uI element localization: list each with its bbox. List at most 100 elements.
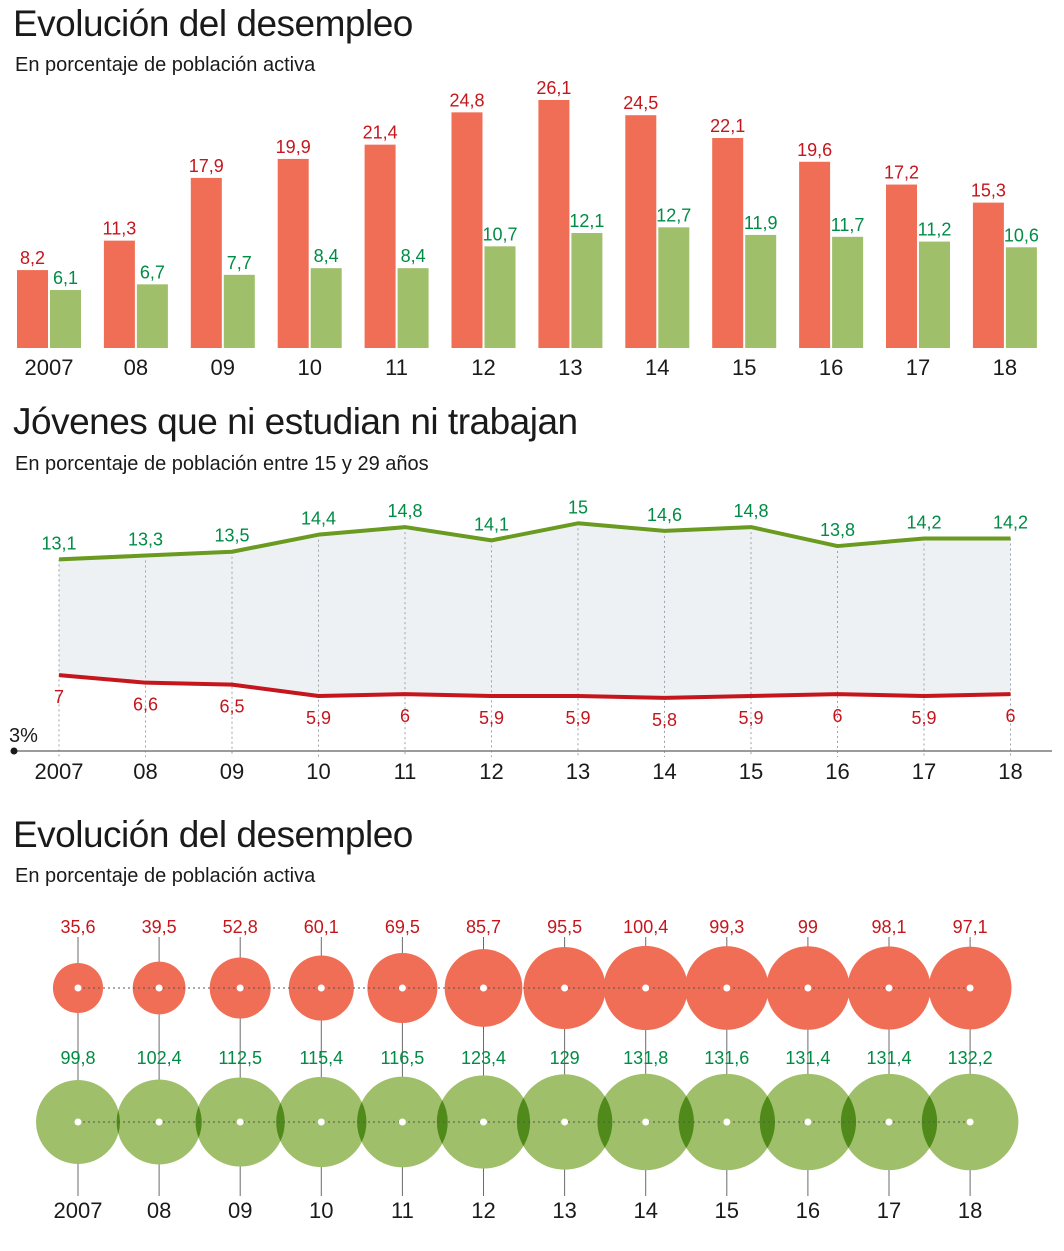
x-tick-label-14: 14 [633, 1198, 657, 1223]
green-bar-label-11: 8,4 [401, 246, 426, 266]
red-bubble-center-dot-12 [480, 984, 487, 992]
red-bar-09 [190, 177, 222, 348]
red-bubble-center-dot-13 [561, 984, 569, 992]
unemployment-bubble-chart: 35,6 39,5 52,8 60,1 69,5 85,7 95,5 100,4 99,3 99 9… [36, 917, 1019, 1223]
green-bar-label-14: 12,7 [656, 205, 691, 225]
green-bubble-label-2007: 99,8 [60, 1048, 95, 1068]
x-tick-label-15: 15 [732, 355, 756, 380]
red-line-label-15: 5,9 [738, 708, 763, 728]
red-line-label-14: 5,8 [652, 710, 677, 730]
red-bar-16 [799, 161, 831, 348]
red-bar-label-14: 24,5 [623, 93, 658, 113]
green-bar-11 [397, 268, 429, 348]
x-tick-label-16: 16 [796, 1198, 820, 1223]
x-tick-label-13: 13 [552, 1198, 576, 1223]
red-bubble-center-dot-17 [885, 984, 893, 992]
chart1-title: Evolución del desempleo [13, 3, 413, 44]
green-bar-label-2007: 6,1 [53, 268, 78, 288]
green-bubble-overlap-10 [357, 1101, 367, 1143]
green-line-label-15: 14,8 [733, 501, 768, 521]
green-bar-label-17: 11,2 [918, 220, 952, 240]
x-tick-label-08: 08 [147, 1198, 171, 1223]
green-line-label-14: 14,6 [647, 505, 682, 525]
green-line-label-16: 13,8 [820, 520, 855, 540]
green-bar-13 [571, 233, 603, 348]
red-bubble-center-dot-11 [398, 984, 406, 992]
green-bar-2007 [50, 290, 81, 348]
green-bar-10 [310, 268, 342, 348]
red-bubble-center-dot-10 [317, 984, 325, 992]
green-bubble-center-dot-2007 [74, 1118, 82, 1126]
x-tick-label-15: 15 [739, 759, 763, 784]
x-tick-label-18: 18 [993, 355, 1017, 380]
red-bar-17 [886, 184, 917, 348]
x-tick-label-16: 16 [825, 759, 849, 784]
red-bubble-label-14: 100,4 [623, 917, 668, 937]
green-bar-label-09: 7,7 [227, 253, 252, 273]
x-tick-label-08: 08 [124, 355, 148, 380]
green-bubble-label-15: 131,6 [704, 1048, 749, 1068]
green-bar-16 [832, 236, 864, 348]
red-bubble-label-17: 98,1 [871, 917, 906, 937]
green-bubble-label-14: 131,8 [623, 1048, 668, 1068]
red-bar-label-09: 17,9 [189, 156, 224, 176]
green-bubble-label-18: 132,2 [948, 1048, 993, 1068]
red-line [58, 673, 1011, 700]
red-bubble-label-08: 39,5 [142, 917, 177, 937]
x-tick-label-09: 09 [228, 1198, 252, 1223]
youth-neet-line-chart: 3% 13,1 7 2007 13,3 6,6 08 13,5 6,5 09 14,4 5,9 10 14… [9, 497, 1052, 784]
axis-origin-dot [10, 747, 18, 755]
red-line-label-09: 6,5 [219, 697, 244, 717]
x-tick-label-08: 08 [133, 759, 157, 784]
green-bar-label-18: 10,6 [1004, 225, 1039, 245]
red-bar-label-17: 17,2 [884, 163, 919, 183]
red-bar-label-11: 21,4 [363, 123, 398, 143]
red-line-label-2007: 7 [54, 687, 64, 707]
red-bar-label-13: 26,1 [536, 78, 571, 98]
green-bar-15 [745, 234, 777, 348]
red-bubble-center-dot-2007 [74, 984, 82, 992]
x-tick-label-18: 18 [958, 1198, 982, 1223]
x-tick-label-18: 18 [998, 759, 1022, 784]
red-bubble-center-dot-15 [723, 984, 731, 992]
x-tick-label-2007: 2007 [25, 355, 74, 380]
red-line-label-11: 6 [400, 706, 410, 726]
green-bubble-center-dot-09 [236, 1118, 244, 1126]
green-bubble-center-dot-10 [317, 1118, 325, 1126]
red-bar-14 [625, 115, 657, 348]
red-line-label-16: 6 [832, 706, 842, 726]
red-bar-12 [451, 112, 483, 348]
green-bar-17 [919, 241, 950, 348]
green-line-label-17: 14,2 [906, 512, 941, 532]
red-bubble-label-2007: 35,6 [60, 917, 95, 937]
x-tick-label-16: 16 [819, 355, 843, 380]
red-bubble-center-dot-14 [642, 984, 650, 992]
red-bar-15 [712, 138, 744, 348]
green-bubble-center-dot-17 [885, 1118, 893, 1126]
red-bar-label-12: 24,8 [449, 90, 484, 110]
x-tick-label-17: 17 [912, 759, 936, 784]
x-tick-label-17: 17 [906, 355, 930, 380]
green-bubble-label-16: 131,4 [785, 1048, 830, 1068]
red-bar-2007 [17, 270, 48, 348]
red-bubble-center-dot-16 [804, 984, 812, 992]
green-bar-label-12: 10,7 [482, 224, 517, 244]
green-bubble-center-dot-15 [723, 1118, 731, 1126]
red-bar-label-10: 19,9 [276, 137, 311, 157]
red-bar-10 [277, 158, 309, 348]
x-tick-label-10: 10 [306, 759, 330, 784]
red-bubble-label-18: 97,1 [953, 917, 988, 937]
red-bubble-center-dot-09 [236, 984, 244, 992]
green-line [58, 521, 1011, 562]
green-bar-14 [658, 227, 690, 348]
red-bubble-label-16: 99 [798, 917, 818, 937]
green-line-label-12: 14,1 [474, 514, 509, 534]
red-bubble-label-10: 60,1 [304, 917, 339, 937]
green-bubble-overlap-11 [436, 1100, 448, 1144]
red-bubble-label-12: 85,7 [466, 917, 501, 937]
x-tick-label-11: 11 [391, 1198, 414, 1223]
red-bubble-label-13: 95,5 [547, 917, 582, 937]
red-bar-label-16: 19,6 [797, 140, 832, 160]
x-tick-label-13: 13 [558, 355, 582, 380]
red-bubble-center-dot-08 [155, 984, 163, 992]
